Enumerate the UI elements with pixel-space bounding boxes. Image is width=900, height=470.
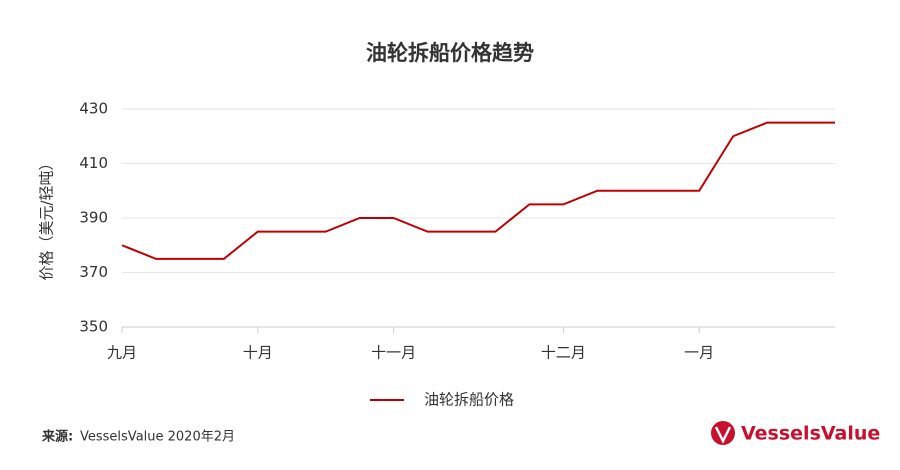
y-tick-label: 430 xyxy=(79,100,108,118)
line-series xyxy=(121,121,835,260)
logo-text: VesselsValue xyxy=(741,423,880,445)
legend-label: 油轮拆船价格 xyxy=(424,391,514,409)
source-text: VesselsValue 2020年2月 xyxy=(80,430,235,445)
x-tick-label: 一月 xyxy=(684,344,714,362)
x-tick-label: 十一月 xyxy=(371,344,416,362)
chart-title: 油轮拆船价格趋势 xyxy=(366,41,534,65)
y-tick-label: 410 xyxy=(79,154,108,172)
source-label: 来源: xyxy=(41,429,73,445)
y-axis-label: 价格（美元/轻吨） xyxy=(38,155,56,280)
x-tick-label: 九月 xyxy=(107,344,137,362)
y-tick-label: 390 xyxy=(79,209,108,227)
y-tick-label: 370 xyxy=(79,263,108,281)
logo-icon-mark xyxy=(714,426,732,444)
x-tick-label: 十二月 xyxy=(541,344,586,362)
x-tick-label: 十月 xyxy=(243,344,273,362)
y-tick-label: 350 xyxy=(79,318,108,336)
